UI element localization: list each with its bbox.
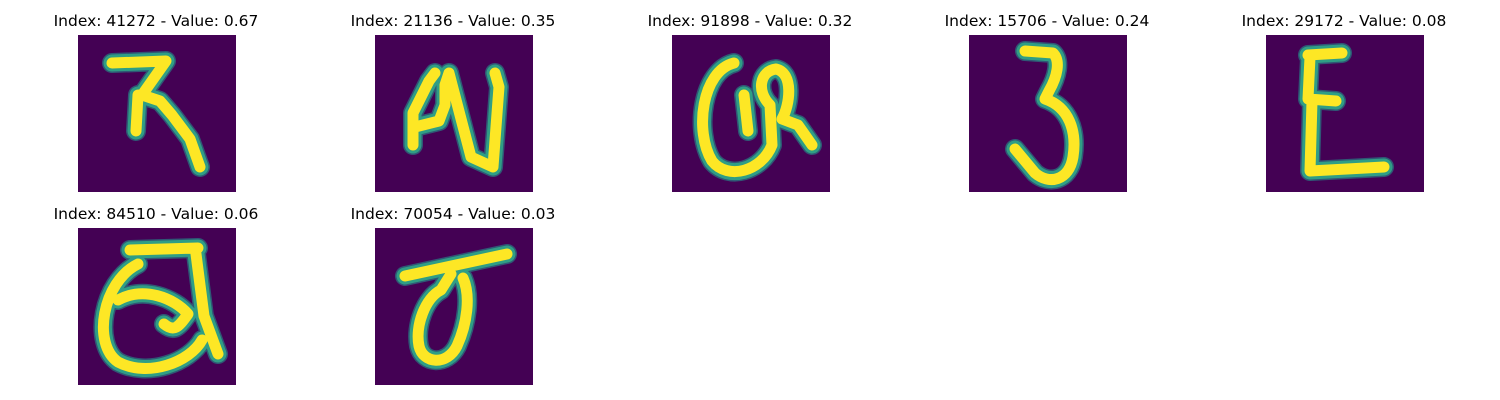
char-70054-image (375, 228, 533, 385)
char-29172-image (1266, 35, 1424, 192)
panel-91898: Index: 91898 - Value: 0.32 (620, 12, 880, 194)
panel-41272: Index: 41272 - Value: 0.67 (26, 12, 286, 194)
char-84510-image (78, 228, 236, 385)
panel-84510: Index: 84510 - Value: 0.06 (26, 205, 286, 387)
panel-title: Index: 15706 - Value: 0.24 (944, 12, 1150, 30)
panel-title: Index: 21136 - Value: 0.35 (350, 12, 556, 30)
panel-15706: Index: 15706 - Value: 0.24 (917, 12, 1177, 194)
char-41272-image (78, 35, 236, 192)
panel-21136: Index: 21136 - Value: 0.35 (323, 12, 583, 194)
char-91898-image (672, 35, 830, 192)
panel-title: Index: 91898 - Value: 0.32 (647, 12, 853, 30)
char-21136-image (375, 35, 533, 192)
panel-title: Index: 70054 - Value: 0.03 (350, 205, 556, 223)
panel-title: Index: 41272 - Value: 0.67 (53, 12, 259, 30)
panel-29172: Index: 29172 - Value: 0.08 (1214, 12, 1474, 194)
char-15706-image (969, 35, 1127, 192)
panel-70054: Index: 70054 - Value: 0.03 (323, 205, 583, 387)
panel-title: Index: 84510 - Value: 0.06 (53, 205, 259, 223)
panel-title: Index: 29172 - Value: 0.08 (1241, 12, 1447, 30)
